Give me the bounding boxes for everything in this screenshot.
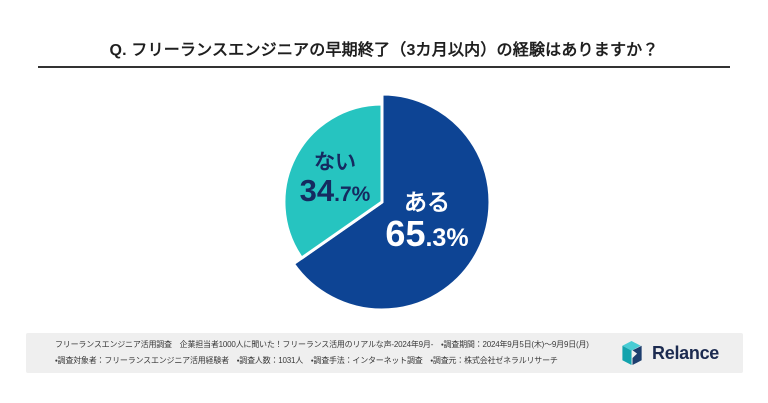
footer-survey-info: フリーランスエンジニア活用調査 企業担当者1000人に聞いた！フリーランス活用の…: [26, 333, 743, 373]
pie-label-aru-category: ある: [404, 189, 450, 215]
page-title: Q. フリーランスエンジニアの早期終了（3カ月以内）の経験はありますか？: [109, 42, 659, 59]
pie-label-aru-percentage: 65.3%: [368, 215, 486, 253]
pie-label-nai: ない 34.7%: [280, 151, 390, 208]
footer-line2: ・調査対象者：フリーランスエンジニア活用経験者 ・調査人数：1031人 ・調査手…: [55, 356, 558, 365]
relance-logo: Relance: [620, 340, 719, 366]
pie-label-nai-category: ない: [314, 151, 356, 174]
pie-label-aru: ある 65.3%: [368, 189, 486, 253]
title-divider: [38, 66, 730, 68]
pie-slice-aru: [291, 92, 492, 312]
pie-label-nai-pct-rest: .7%: [334, 183, 371, 207]
pie-chart: [250, 85, 514, 325]
pie-label-aru-pct-main: 65: [385, 213, 426, 255]
pie-label-aru-pct-rest: .3%: [425, 224, 469, 253]
pie-label-nai-percentage: 34.7%: [280, 173, 390, 209]
pie-chart-svg: [282, 92, 492, 312]
footer-text: フリーランスエンジニア活用調査 企業担当者1000人に聞いた！フリーランス活用の…: [55, 337, 589, 368]
relance-cube-icon: [622, 340, 642, 366]
relance-logo-text: Relance: [652, 342, 719, 363]
pie-label-nai-pct-main: 34: [299, 173, 335, 209]
footer-line1: フリーランスエンジニア活用調査 企業担当者1000人に聞いた！フリーランス活用の…: [55, 340, 589, 350]
pie-slice-nai: [282, 102, 384, 260]
